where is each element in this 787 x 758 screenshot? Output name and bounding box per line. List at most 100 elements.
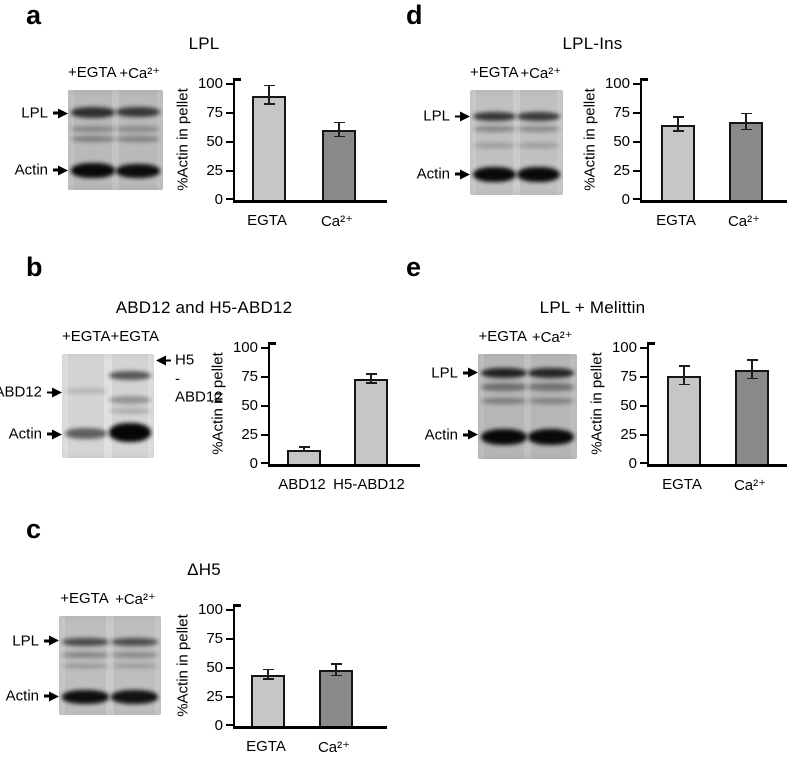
gel-band bbox=[110, 663, 159, 669]
lane-label: +EGTA bbox=[68, 64, 117, 81]
y-tick-label: 50 bbox=[206, 133, 223, 150]
panel-e-chart: %Actin in pellet 0 25 50 75 100 EGTA Ca²⁺ bbox=[583, 328, 787, 496]
arrow-right-icon bbox=[53, 165, 68, 175]
band-label-line: -ABD12 bbox=[175, 370, 223, 406]
y-tick bbox=[640, 405, 647, 407]
gel-image bbox=[59, 616, 161, 715]
error-bar-cap bbox=[333, 135, 345, 138]
gel-band bbox=[528, 428, 575, 446]
error-bar bbox=[268, 86, 270, 105]
gel-band bbox=[61, 663, 110, 669]
y-tick-label: 50 bbox=[241, 397, 258, 414]
gel-image bbox=[68, 90, 163, 190]
arrow-head bbox=[460, 111, 470, 122]
y-tick bbox=[261, 376, 268, 378]
y-tick-label: 100 bbox=[197, 601, 223, 618]
gel-band-labels-left: ABD12 Actin bbox=[0, 328, 62, 458]
panel-c-content: LPL Actin +EGTA +Ca²⁺ %Actin in pellet 0 25 50… bbox=[6, 590, 390, 758]
y-tick-label: 0 bbox=[628, 455, 637, 472]
y-tick-label: 75 bbox=[620, 368, 637, 385]
arrow-tail bbox=[455, 172, 460, 176]
y-tick-label: 100 bbox=[197, 75, 223, 92]
gel-band bbox=[70, 136, 115, 142]
gel-lane bbox=[480, 354, 527, 459]
y-tick-label: 25 bbox=[206, 162, 223, 179]
panel-e-content: LPL Actin +EGTA +Ca²⁺ %Actin in pellet 0 25 50… bbox=[398, 328, 787, 496]
lane-label: +Ca²⁺ bbox=[520, 65, 562, 82]
y-tick-label: 0 bbox=[214, 191, 223, 208]
gel-band bbox=[480, 383, 527, 391]
gel-band bbox=[61, 651, 110, 658]
band-label-h5abd12: H5 -ABD12 bbox=[156, 351, 223, 407]
y-tick bbox=[226, 112, 233, 114]
band-label-actin: Actin bbox=[417, 166, 470, 183]
arrow-tail bbox=[463, 371, 468, 375]
arrow-right-icon bbox=[47, 429, 62, 440]
arrow-head bbox=[58, 108, 68, 118]
arrow-right-icon bbox=[455, 111, 470, 122]
panel-a-gel-assembly: LPL Actin +EGTA +Ca²⁺ bbox=[14, 64, 163, 190]
x-tick-label: Ca²⁺ bbox=[317, 739, 351, 756]
gel-band bbox=[472, 125, 516, 132]
gel-band bbox=[108, 408, 152, 415]
y-tick-label: 50 bbox=[620, 397, 637, 414]
y-tick bbox=[633, 170, 640, 172]
arrow-right-icon bbox=[53, 108, 68, 118]
panel-d-chart: %Actin in pellet 0 25 50 75 100 EGTA Ca²⁺ bbox=[576, 64, 787, 232]
gel-band bbox=[528, 383, 575, 391]
gel-block: +EGTA +Ca²⁺ bbox=[68, 64, 163, 190]
panel-e-letter: e bbox=[406, 252, 422, 282]
arrow-head bbox=[52, 387, 62, 398]
gel-band bbox=[61, 637, 110, 646]
lane-label: +EGTA bbox=[478, 328, 528, 345]
band-label-text: Actin bbox=[14, 161, 48, 179]
gel-band bbox=[480, 398, 527, 405]
error-bar bbox=[267, 670, 269, 680]
x-tick-label: Ca²⁺ bbox=[733, 477, 767, 494]
y-tick bbox=[633, 83, 640, 85]
panel-d-content: LPL Actin +EGTA +Ca²⁺ %Actin in pellet 0 25 50… bbox=[398, 64, 787, 232]
gel-band-labels-right: H5 -ABD12 bbox=[154, 328, 223, 458]
panel-d-title: LPL-Ins bbox=[562, 34, 623, 53]
gel-lane bbox=[116, 90, 161, 190]
panel-c: c ΔH5 LPL Actin +EGTA +Ca²⁺ %Actin in pelle… bbox=[6, 514, 390, 756]
y-tick-label: 50 bbox=[613, 133, 630, 150]
arrow-head bbox=[49, 635, 59, 646]
band-label-lpl: LPL bbox=[431, 364, 478, 381]
lane-labels: +EGTA +Ca²⁺ bbox=[68, 64, 163, 90]
error-bar bbox=[677, 117, 679, 132]
gel-band bbox=[517, 125, 561, 132]
y-tick-label: 0 bbox=[249, 455, 258, 472]
band-label-text: H5 -ABD12 bbox=[175, 351, 223, 407]
gel-band bbox=[70, 126, 115, 132]
error-bar-cap bbox=[263, 103, 275, 105]
lane-labels: +EGTA +EGTA bbox=[62, 328, 159, 354]
y-tick bbox=[226, 83, 233, 85]
arrow-right-icon bbox=[47, 387, 62, 398]
plot-area: 0 25 50 75 100 bbox=[198, 75, 387, 208]
x-axis-labels: EGTA Ca²⁺ bbox=[233, 208, 385, 232]
lane-label: +Ca²⁺ bbox=[531, 329, 573, 346]
plot-area: 0 25 50 75 100 bbox=[233, 339, 420, 472]
band-label-text: Actin bbox=[5, 687, 39, 705]
band-label-text: LPL bbox=[431, 364, 458, 382]
panel-a-chart: %Actin in pellet 0 25 50 75 100 EGTA Ca²⁺ bbox=[169, 64, 387, 232]
x-tick-label: ABD12 bbox=[278, 476, 326, 493]
bar-egta bbox=[252, 95, 286, 200]
gel-band bbox=[116, 164, 161, 178]
y-tick bbox=[226, 609, 233, 611]
lane-labels: +EGTA +Ca²⁺ bbox=[59, 590, 161, 616]
x-tick-label: EGTA bbox=[247, 212, 287, 229]
y-tick-label: 100 bbox=[232, 339, 258, 356]
y-tick bbox=[226, 667, 233, 669]
panel-b-title: ABD12 and H5-ABD12 bbox=[115, 298, 293, 317]
y-tick bbox=[226, 141, 233, 143]
arrow-tail bbox=[44, 694, 49, 698]
error-bar-cap bbox=[262, 678, 274, 680]
gel-band bbox=[480, 367, 527, 379]
panel-c-title: ΔH5 bbox=[187, 560, 221, 579]
gel-band bbox=[108, 422, 152, 443]
y-tick bbox=[261, 462, 268, 464]
